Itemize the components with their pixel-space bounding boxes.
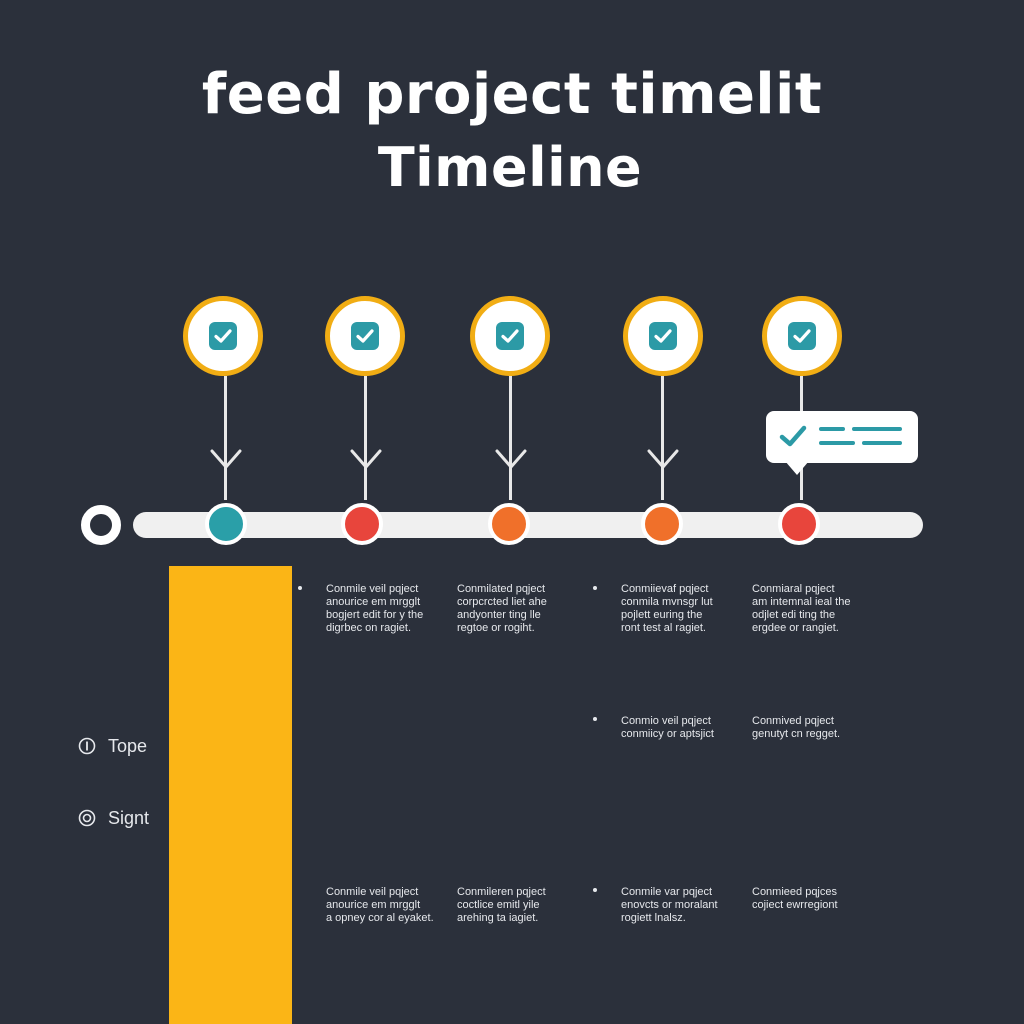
arrow-down-icon bbox=[647, 449, 679, 470]
bullet-icon bbox=[593, 717, 597, 721]
checkbox-icon bbox=[788, 322, 816, 350]
info-circle-icon bbox=[78, 737, 96, 755]
bullet-icon bbox=[298, 586, 302, 590]
milestone-5[interactable] bbox=[762, 296, 842, 376]
checkbox-icon bbox=[649, 322, 677, 350]
connector-line bbox=[509, 376, 512, 500]
milestone-note: Conmile veil pqject anourice em mrgglt b… bbox=[326, 583, 424, 634]
milestone-4[interactable] bbox=[623, 296, 703, 376]
milestone-2[interactable] bbox=[325, 296, 405, 376]
milestone-note: Conmieed pqjces cojiect ewrregiont bbox=[752, 886, 838, 911]
callout-card[interactable] bbox=[766, 411, 918, 463]
legend-item-signt[interactable]: Signt bbox=[78, 807, 149, 829]
timeline-node[interactable] bbox=[641, 503, 683, 545]
arrow-down-icon bbox=[210, 449, 242, 470]
milestone-note: Conmile veil pqject anourice em mrgglt a… bbox=[326, 886, 434, 924]
checkbox-icon bbox=[496, 322, 524, 350]
target-circle-icon bbox=[78, 809, 96, 827]
connector-line bbox=[661, 376, 664, 500]
milestone-note: Conmived pqject genutyt cn regget. bbox=[752, 715, 841, 740]
timeline-node[interactable] bbox=[205, 503, 247, 545]
milestone-note: Conmile var pqject enovcts or moralant r… bbox=[621, 886, 718, 924]
page-title: feed project timelit bbox=[201, 62, 823, 127]
bullet-icon bbox=[593, 586, 597, 590]
legend-label: Signt bbox=[108, 807, 150, 828]
timeline-node[interactable] bbox=[488, 503, 530, 545]
check-list-icon bbox=[779, 425, 902, 447]
timeline-node[interactable] bbox=[341, 503, 383, 545]
timeline-start-marker bbox=[81, 505, 121, 545]
milestone-note: Conmilated pqject corpcrcted liet ahe an… bbox=[457, 583, 547, 634]
bullet-icon bbox=[593, 888, 597, 892]
timeline-node[interactable] bbox=[778, 503, 820, 545]
checkbox-icon bbox=[209, 322, 237, 350]
checkbox-icon bbox=[351, 322, 379, 350]
milestone-3[interactable] bbox=[470, 296, 550, 376]
legend-item-tope[interactable]: Tope bbox=[78, 735, 147, 757]
connector-line bbox=[364, 376, 367, 500]
arrow-down-icon bbox=[495, 449, 527, 470]
legend-label: Tope bbox=[108, 735, 148, 756]
connector-line bbox=[224, 376, 227, 500]
highlight-bar bbox=[169, 566, 292, 1024]
milestone-note: Conmiaral pqject am intemnal ieal the od… bbox=[752, 583, 851, 634]
callout-tail bbox=[785, 461, 809, 475]
milestone-1[interactable] bbox=[183, 296, 263, 376]
page-subtitle: Timeline bbox=[377, 136, 643, 199]
arrow-down-icon bbox=[350, 449, 382, 470]
milestone-note: Conmileren pqject coctlice emitl yile ar… bbox=[457, 886, 546, 924]
milestone-note: Conmio veil pqject conmiicy or aptsjict bbox=[621, 715, 714, 740]
milestone-note: Conmiievaf pqject conmila mvnsgr lut poj… bbox=[621, 583, 713, 634]
